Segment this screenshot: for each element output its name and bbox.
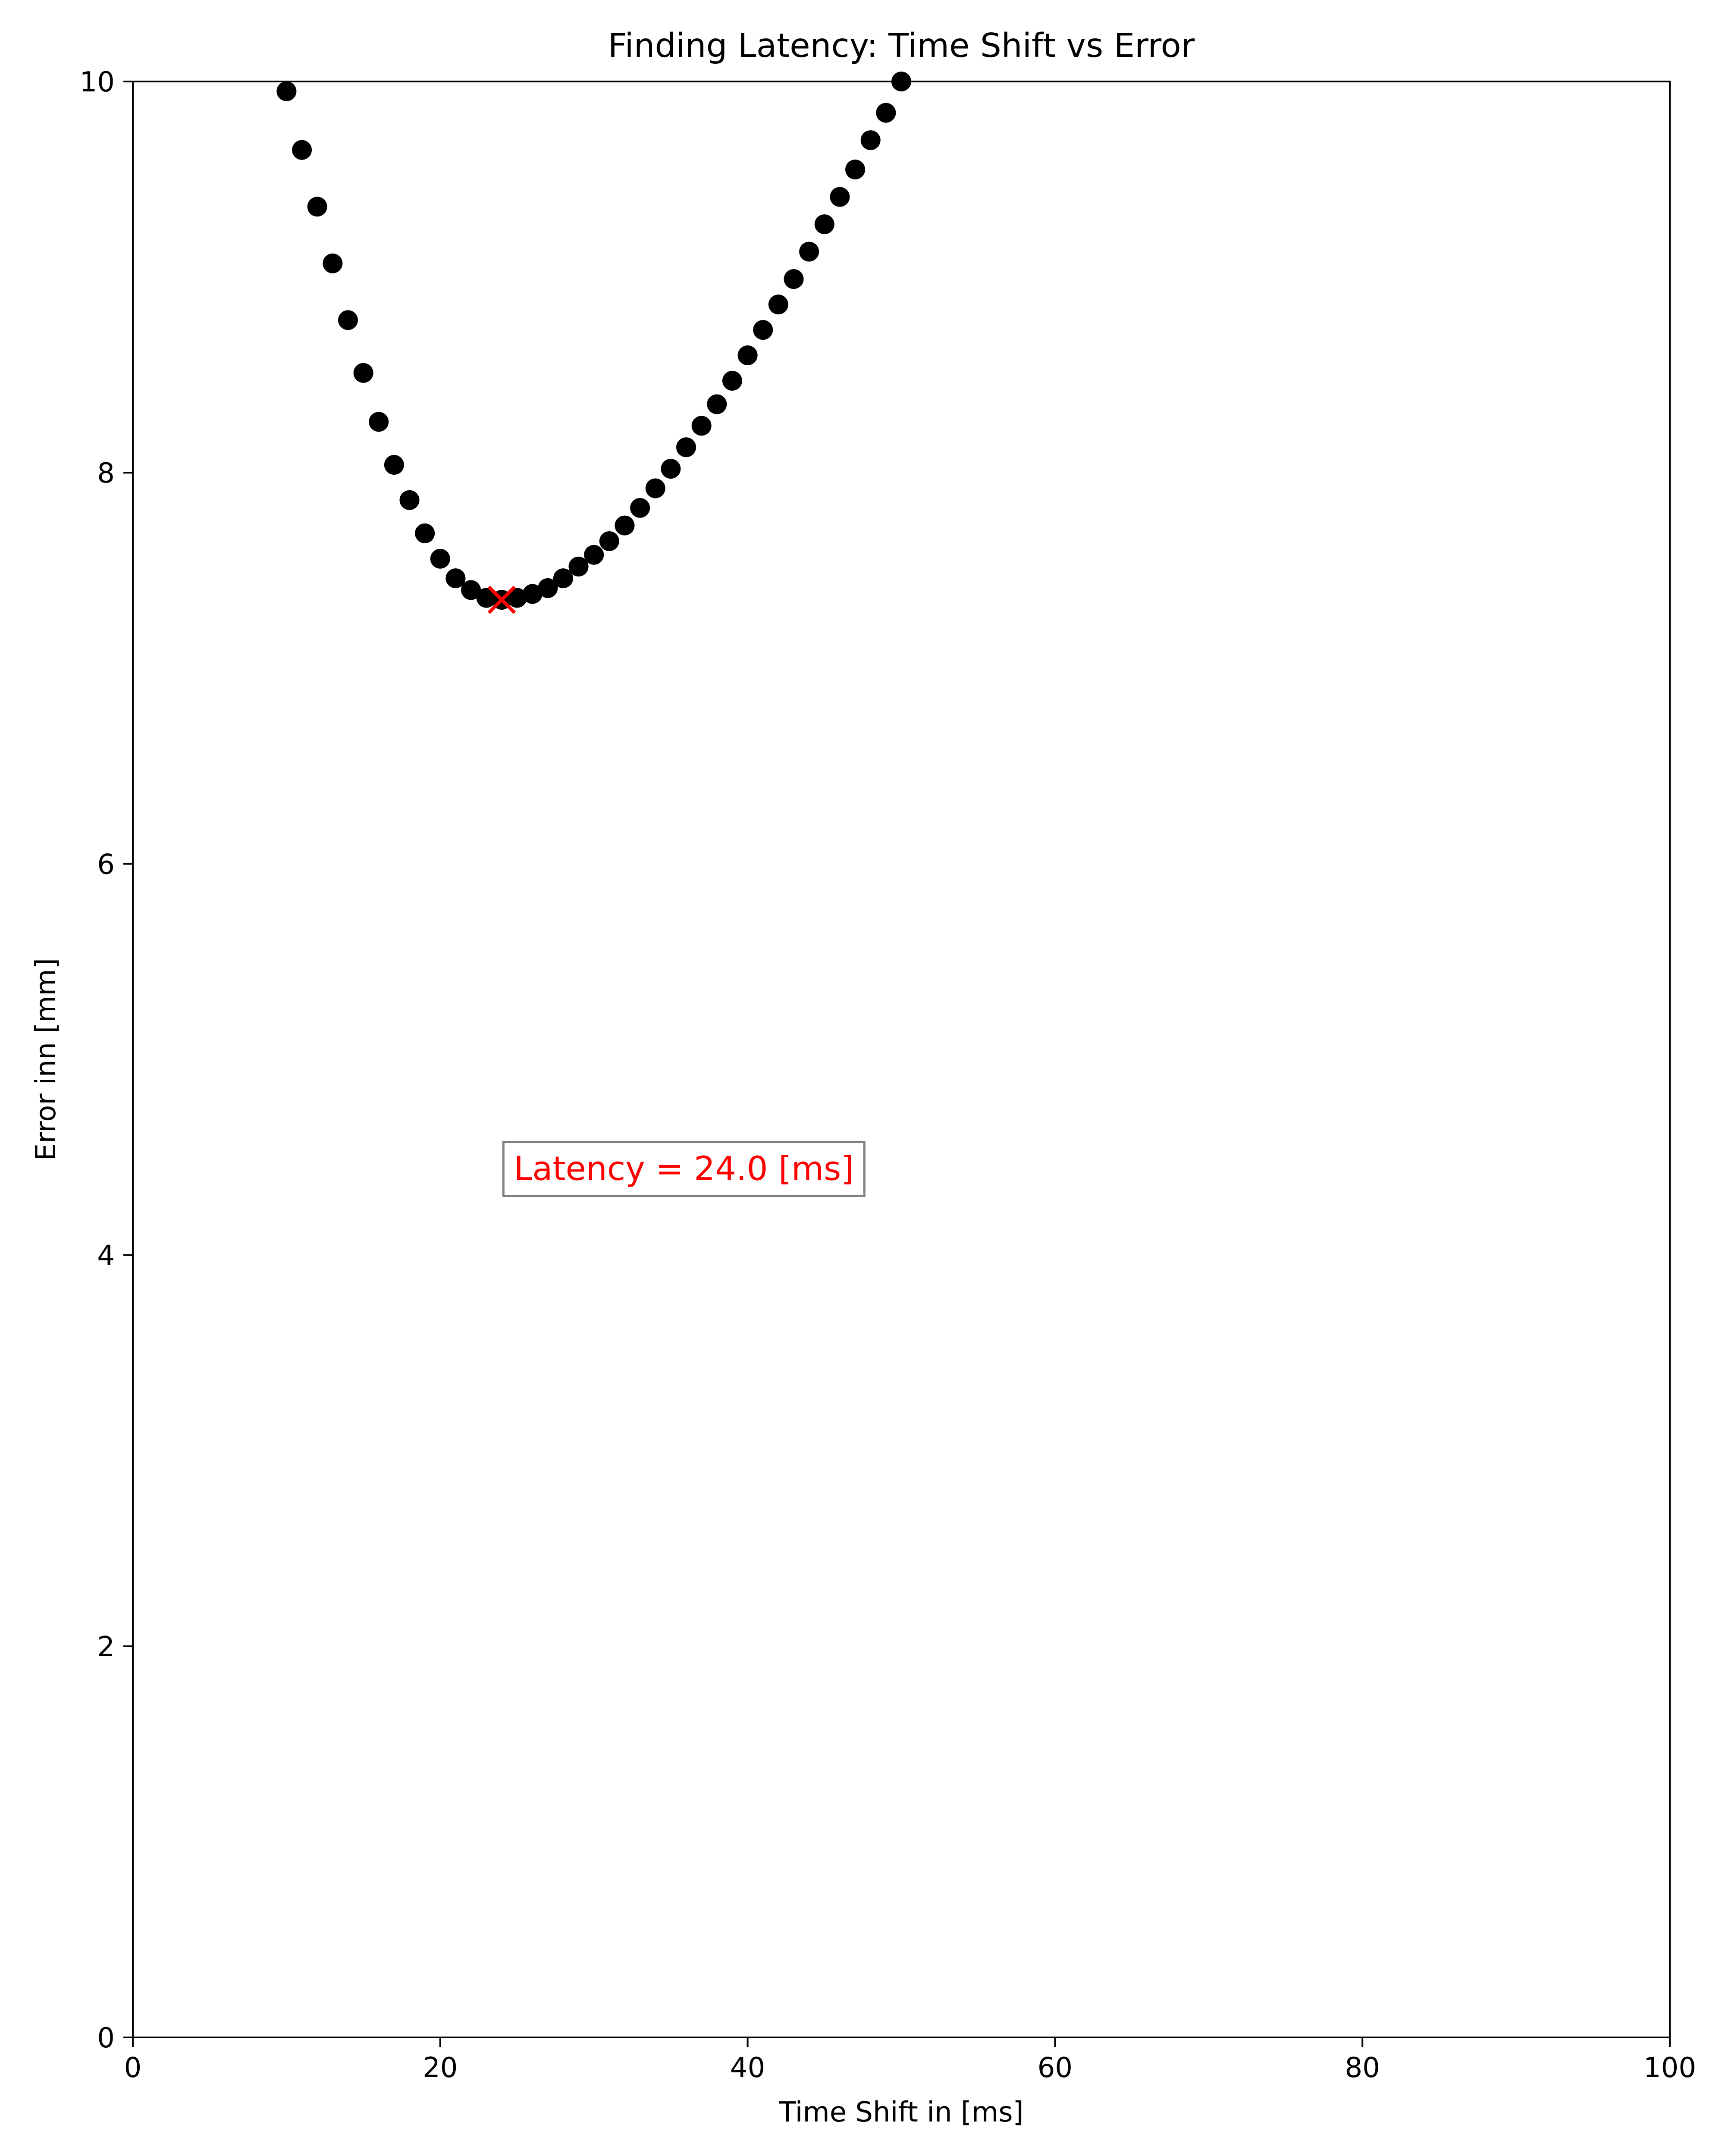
x-tick-label: 40 [730,2052,765,2084]
y-tick-label: 0 [97,2022,115,2054]
data-point [476,588,496,608]
data-point [522,584,543,604]
chart-title: Finding Latency: Time Shift vs Error [608,27,1195,65]
data-point [538,578,558,598]
y-tick-label: 8 [97,458,115,489]
data-point [691,416,712,436]
data-point [507,588,527,608]
data-point [415,523,435,543]
data-point [707,394,727,414]
minimum-marker-stroke [487,586,516,614]
data-point [338,310,358,330]
data-point [661,459,681,479]
data-point [553,568,573,589]
data-point [323,253,343,273]
data-point [753,320,773,340]
data-point [722,371,742,391]
data-point [860,130,881,150]
annotation-box [502,1141,866,1197]
data-point [399,490,420,510]
x-tick-label: 100 [1643,2052,1696,2084]
data-point [830,187,850,207]
minimum-marker [487,586,516,614]
data-point [292,140,312,160]
data-point [307,197,327,217]
data-point [384,455,404,475]
data-point [369,412,389,432]
x-tick-label: 60 [1038,2052,1073,2084]
data-point [676,437,696,458]
y-tick-label: 2 [97,1631,115,1663]
data-point [845,160,866,180]
data-point [876,103,896,123]
data-point [568,556,589,577]
axes-frame [132,81,1671,2038]
x-tick-label: 80 [1345,2052,1380,2084]
y-tick-label: 4 [97,1240,115,1272]
latency-annotation: Latency = 24.0 [ms] [502,1141,866,1197]
data-point [768,295,788,315]
data-point [599,531,619,551]
data-point [353,363,373,383]
data-point [584,545,604,565]
data-point [784,269,804,289]
annotation-text: Latency = 24.0 [ms] [514,1150,854,1188]
x-tick-label: 0 [124,2052,142,2084]
data-point [737,345,758,366]
x-axis-label: Time Shift in [ms] [778,2096,1023,2128]
data-point [645,478,665,498]
x-tick-label: 20 [423,2052,458,2084]
scatter-series [276,72,911,610]
data-point [814,214,834,235]
data-point [430,548,450,569]
y-axis-label: Error inn [mm] [30,958,62,1161]
data-point [615,515,635,536]
data-point [445,568,466,589]
data-point [276,81,297,101]
y-tick-label: 6 [97,849,115,881]
data-point [630,498,650,518]
data-point [461,580,481,600]
plot-area: 0 20 40 60 80 100 0 2 4 6 8 10 Latency = 24.0 [ms] [80,66,1697,2084]
y-tick-label: 10 [80,66,115,98]
data-point [799,241,819,262]
